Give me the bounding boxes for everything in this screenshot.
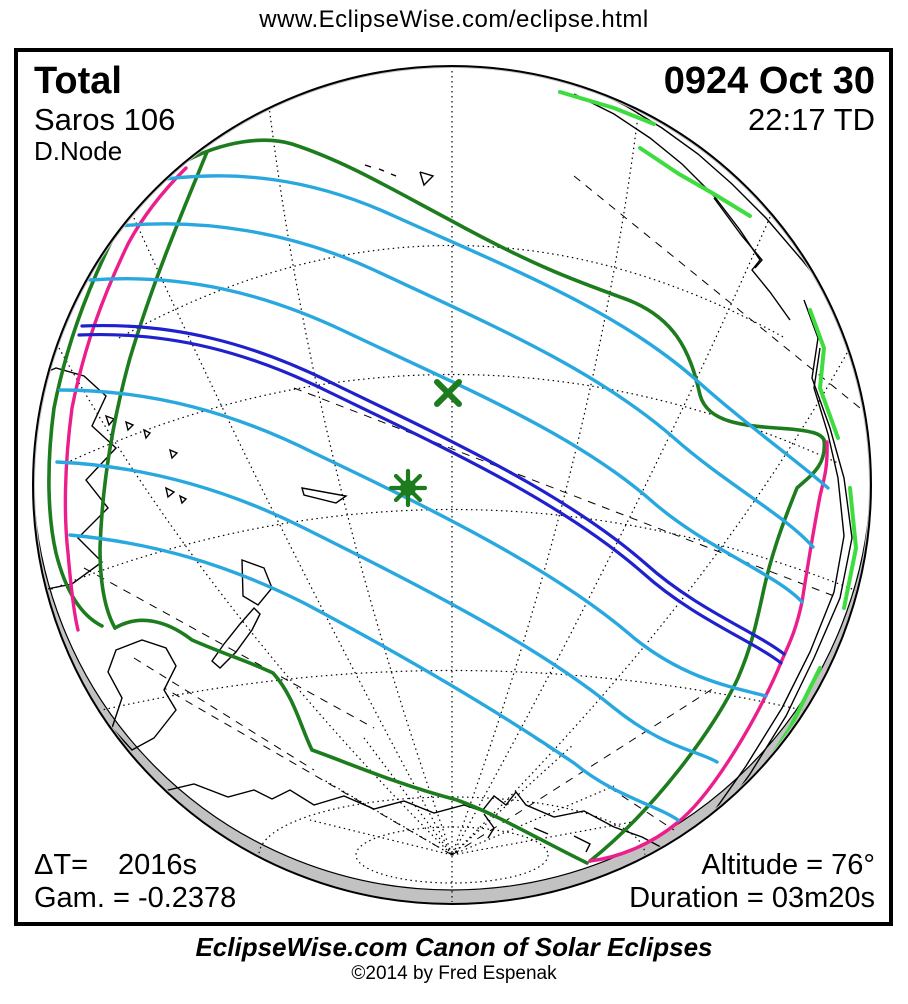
coast-antarctica [79, 778, 703, 870]
eclipse-type-block: Total Saros 106 D.Node [34, 60, 175, 166]
coast-north-america-inner [573, 93, 791, 321]
eclipse-date-block: 0924 Oct 30 22:17 TD [664, 60, 875, 137]
eclipse-map-frame: Total Saros 106 D.Node 0924 Oct 30 22:17… [14, 48, 893, 926]
coast-new-zealand-north [241, 558, 273, 606]
obscuration-lines [55, 174, 830, 822]
altitude-line: Altitude = 76° [701, 849, 875, 882]
northern-penumbral-limit [180, 138, 826, 442]
delta-t-line: ΔT= 2016s [34, 849, 236, 881]
coast-baja [713, 197, 763, 269]
saros-label: Saros 106 [34, 101, 176, 137]
greatest-eclipse-marker [388, 468, 428, 508]
coast-tasmania [107, 639, 177, 751]
coast-new-zealand-south [211, 606, 261, 669]
x-point-marker [434, 379, 462, 407]
duration-line: Duration = 03m20s [629, 881, 875, 914]
node-label: D.Node [34, 136, 123, 167]
sunrise-magenta-west [63, 166, 188, 632]
eclipse-date: 0924 Oct 30 [663, 60, 875, 102]
copyright-line: ©2014 by Fred Espenak [351, 963, 557, 984]
delta-t-value: 2016s [118, 849, 198, 882]
central-path [77, 323, 786, 665]
coast-islands [104, 414, 348, 505]
coast-hawaii [364, 164, 435, 187]
page-url-link[interactable]: www.EclipseWise.com/eclipse.html [259, 6, 649, 33]
coast-antarctica-detail [483, 813, 591, 853]
eclipse-params-block: ΔT= 2016s Gam. = -0.2378 [34, 849, 236, 914]
coast-south-america [683, 299, 853, 871]
dashed-reference-lines [83, 175, 861, 856]
eclipse-time: 22:17 TD [748, 101, 875, 137]
southern-penumbral-limit [113, 618, 589, 865]
globe-map [32, 65, 872, 905]
canon-title: EclipseWise.com Canon of Solar Eclipses [195, 932, 713, 962]
sunrise-curve-green [98, 150, 209, 630]
eclipse-circumstances-block: Altitude = 76° Duration = 03m20s [629, 849, 875, 914]
penumbral-limit-lines [47, 138, 827, 865]
coast-south-america-inner [681, 347, 845, 863]
gamma-line: Gam. = -0.2378 [34, 881, 237, 914]
eclipse-type-label: Total [34, 60, 122, 102]
sunset-cap-limit [588, 438, 827, 863]
delta-t-label: ΔT= [34, 849, 89, 882]
